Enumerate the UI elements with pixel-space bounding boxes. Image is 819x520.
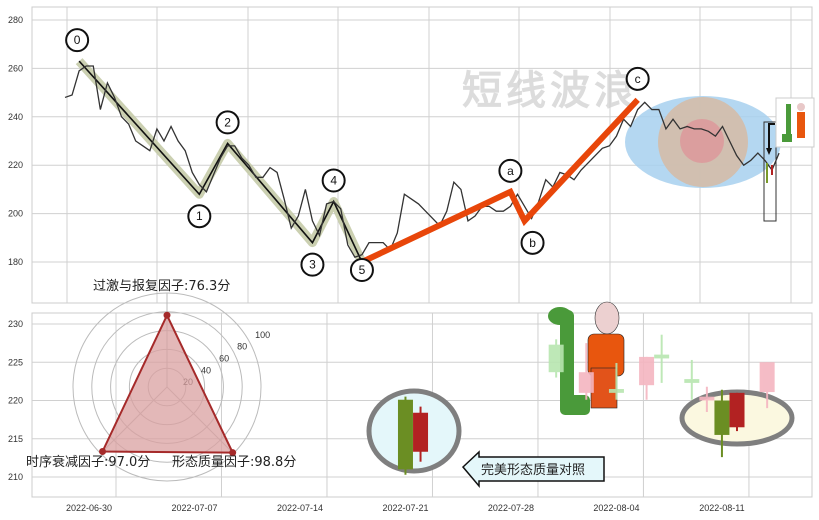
y-tick-label: 240: [8, 112, 23, 122]
wave-marker-c: [625, 66, 650, 91]
correction-wave: [360, 97, 640, 265]
price-line: [64, 65, 780, 258]
candle-body: [714, 400, 730, 435]
y-tick-label: 260: [8, 63, 23, 73]
candle-body: [578, 372, 594, 393]
wave-label-b: b: [529, 236, 536, 250]
x-tick-label: 2022-07-28: [488, 503, 534, 513]
candle: [714, 389, 730, 458]
wave-label-2: 2: [224, 115, 231, 129]
radar-point: [229, 449, 237, 457]
y-tick-label: 180: [8, 257, 23, 267]
y-tick-label: 230: [8, 319, 23, 329]
reversal-zone-core: [680, 119, 724, 163]
target-marker: [763, 121, 777, 222]
candle: [684, 359, 700, 400]
callout: 完美形态质量对照: [461, 450, 605, 489]
y-tick-label: 280: [8, 15, 23, 25]
radar-axis-label: 过激与报复因子:76.3分: [93, 279, 230, 294]
wave-marker-1: [187, 204, 212, 229]
x-tick-label: 2022-08-04: [593, 503, 639, 513]
bottom-x-axis: 2022-06-30 2022-07-07 2022-07-14 2022-07-21…: [66, 503, 745, 513]
factor-radar-chart: 20406080100过激与报复因子:76.3分形态质量因子:98.8分时序衰减…: [26, 279, 296, 482]
y-tick-label: 225: [8, 357, 23, 367]
candle-body: [654, 354, 670, 359]
candle-body: [413, 412, 429, 452]
y-tick-label: 210: [8, 472, 23, 482]
impulse-wave-line: [78, 60, 363, 263]
candle-body: [759, 362, 775, 393]
top-chart-grid: [31, 6, 813, 304]
candle: [654, 334, 670, 383]
wave-marker-a: [498, 158, 523, 183]
candle-body: [729, 392, 745, 428]
callout-text: 完美形态质量对照: [481, 463, 585, 478]
radar-tick-label: 80: [237, 342, 247, 352]
candle: [578, 343, 594, 400]
candle: [608, 363, 624, 400]
wave-labels: 0 1 2 3 4 5 a b c: [65, 28, 650, 282]
radar-tick-label: 60: [219, 354, 229, 364]
radar-point: [163, 311, 171, 319]
wave-marker-2: [215, 110, 240, 135]
candle: [397, 396, 413, 475]
radar-point: [99, 447, 107, 455]
bottom-plot-area: [31, 312, 813, 498]
watermark-text: 短线波浪: [462, 68, 638, 114]
correction-wave-line: [360, 97, 640, 265]
wave-label-0: 0: [74, 33, 81, 47]
bottom-y-axis: 230 225 220 215 210: [8, 319, 23, 482]
wave-label-1: 1: [196, 209, 203, 223]
candle: [759, 362, 775, 409]
wave-label-5: 5: [359, 263, 366, 277]
mascot-cartoon: [548, 301, 625, 415]
candle-body: [397, 399, 413, 470]
top-plot-area: [31, 6, 813, 304]
down-arrow-icon: [768, 123, 775, 150]
wave-label-3: 3: [309, 258, 316, 272]
y-tick-label: 215: [8, 434, 23, 444]
candle: [699, 386, 715, 412]
mascot-thumbnail: [775, 97, 815, 148]
callout-arrow-box: [461, 450, 605, 489]
y-tick-label: 200: [8, 209, 23, 219]
x-tick-label: 2022-08-11: [699, 503, 744, 513]
x-tick-label: 2022-07-07: [171, 503, 217, 513]
candlesticks: [397, 334, 775, 475]
wave-marker-4: [321, 168, 346, 193]
candle: [639, 356, 655, 400]
wave-marker-b: [520, 230, 545, 255]
candle-body: [699, 396, 715, 401]
wave-label-c: c: [635, 72, 641, 86]
reversal-zone-highlight: [625, 96, 781, 188]
wave-label-a: a: [507, 164, 514, 178]
top-y-axis: 280 260 240 220 200 180: [8, 15, 23, 267]
radar-area: [100, 312, 235, 454]
y-tick-label: 220: [8, 396, 23, 406]
candle: [413, 406, 429, 462]
candle-body: [548, 344, 564, 373]
wave-marker-3: [300, 252, 325, 277]
wave-marker-0: [65, 28, 90, 53]
candle: [548, 339, 564, 378]
y-tick-label: 220: [8, 160, 23, 170]
candle-body: [608, 389, 624, 393]
radar-tick-label: 40: [201, 365, 211, 375]
radar-axis-label: 时序衰减因子:97.0分: [26, 454, 150, 470]
candle-body: [684, 379, 700, 383]
x-tick-label: 2022-06-30: [66, 503, 112, 513]
radar-axis-label: 形态质量因子:98.8分: [172, 455, 296, 470]
x-tick-label: 2022-07-14: [277, 503, 323, 513]
wave-marker-5: [349, 258, 374, 282]
candle-body: [639, 356, 655, 386]
radar-tick-label: 100: [255, 330, 270, 340]
target-box: [763, 121, 777, 222]
impulse-wave: [75, 58, 367, 264]
wave-label-4: 4: [330, 174, 337, 188]
x-tick-label: 2022-07-21: [382, 503, 428, 513]
candle: [729, 392, 745, 432]
